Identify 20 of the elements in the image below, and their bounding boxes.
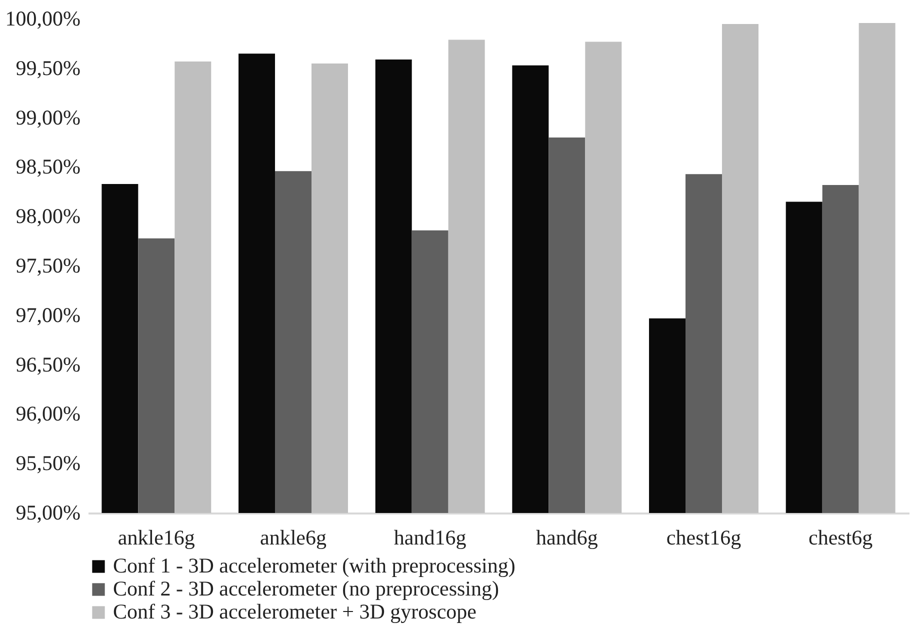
y-tick-label: 98,00% [16, 204, 80, 228]
x-tick-label: ankle6g [260, 526, 327, 550]
y-tick-label: 100,00% [5, 6, 80, 30]
x-tick-label: chest16g [666, 526, 742, 550]
legend-label: Conf 2 - 3D accelerometer (no preprocessing) [113, 576, 500, 600]
y-tick-label: 96,50% [16, 352, 80, 376]
y-tick-label: 97,00% [16, 302, 80, 327]
y-tick-label: 99,00% [16, 105, 80, 130]
x-tick-label: chest6g [808, 526, 874, 550]
x-tick-label: ankle16g [118, 526, 196, 550]
legend-label: Conf 3 - 3D accelerometer + 3D gyroscope [113, 600, 476, 624]
legend-label: Conf 1 - 3D accelerometer (with preprocessing) [113, 554, 516, 578]
y-tick-label: 99,50% [16, 56, 80, 80]
y-tick-label: 95,50% [16, 451, 80, 476]
x-tick-label: hand16g [394, 526, 467, 550]
y-tick-label: 96,00% [16, 402, 80, 426]
x-tick-label: hand6g [536, 526, 598, 550]
y-tick-label: 98,50% [16, 154, 80, 179]
y-tick-label: 97,50% [16, 254, 80, 278]
y-tick-label: 95,00% [16, 500, 80, 524]
